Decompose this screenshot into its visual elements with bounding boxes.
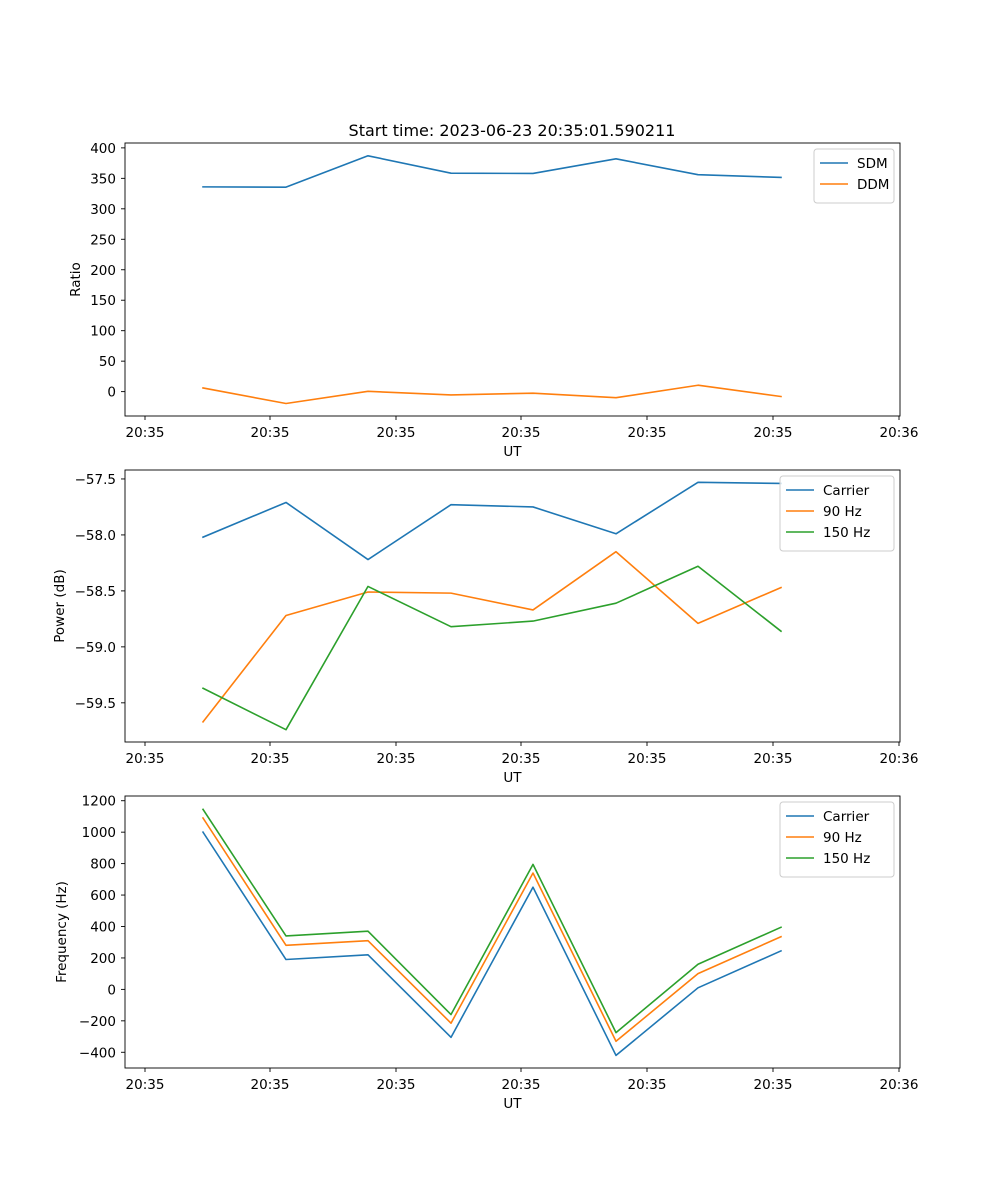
y-tick-label: 1200 bbox=[82, 794, 116, 810]
y-tick-label: −58.0 bbox=[75, 528, 116, 544]
subplot-2: 20:35 20:35 20:35 20:35 20:35 20:35 20:36 −59.5… bbox=[52, 469, 919, 786]
x-tick-label: 20:35 bbox=[754, 751, 793, 767]
y-tick-label: 0 bbox=[107, 385, 116, 401]
y-tick-label: 0 bbox=[107, 982, 116, 998]
axes-frame bbox=[124, 142, 901, 417]
axes-frame bbox=[124, 469, 901, 743]
series-line-carrier bbox=[201, 831, 783, 1057]
y-axis-label: Power (dB) bbox=[52, 569, 68, 642]
legend-label: 90 Hz bbox=[823, 830, 862, 846]
x-axis-label: UT bbox=[503, 444, 522, 460]
y-tick-label: −400 bbox=[79, 1045, 116, 1061]
series-line-sdm bbox=[202, 155, 782, 188]
y-tick-label: 300 bbox=[90, 202, 116, 218]
y-tick-label: −58.5 bbox=[75, 584, 116, 600]
x-tick-label: 20:35 bbox=[754, 425, 793, 441]
series-line-150-hz bbox=[201, 808, 783, 1034]
x-tick-label: 20:35 bbox=[377, 1077, 416, 1093]
y-axis-label: Frequency (Hz) bbox=[54, 881, 70, 983]
legend-label: 150 Hz bbox=[823, 525, 870, 541]
x-axis-label: UT bbox=[503, 1096, 522, 1112]
x-tick-label: 20:35 bbox=[502, 425, 541, 441]
y-tick-label: 400 bbox=[90, 141, 116, 157]
x-tick-label: 20:35 bbox=[502, 1077, 541, 1093]
series-line-carrier bbox=[201, 481, 782, 561]
x-tick-label: 20:35 bbox=[251, 751, 290, 767]
x-tick-label: 20:35 bbox=[628, 1077, 667, 1093]
x-tick-label: 20:36 bbox=[880, 425, 919, 441]
legend-label: DDM bbox=[857, 177, 889, 193]
y-tick-label: −59.0 bbox=[75, 640, 116, 656]
legend: Carrier 90 Hz 150 Hz bbox=[779, 801, 895, 878]
series-line-90-hz bbox=[201, 550, 783, 723]
y-tick-label: 100 bbox=[90, 324, 116, 340]
y-tick-label: 400 bbox=[90, 919, 116, 935]
y-tick-label: 250 bbox=[90, 232, 116, 248]
x-tick-label: 20:35 bbox=[377, 751, 416, 767]
y-tick-label: 600 bbox=[90, 888, 116, 904]
legend-label: 90 Hz bbox=[823, 504, 862, 520]
figure-title: Start time: 2023-06-23 20:35:01.590211 bbox=[349, 121, 676, 140]
y-tick-label: 200 bbox=[90, 263, 116, 279]
y-tick-label: 1000 bbox=[82, 825, 116, 841]
x-tick-label: 20:35 bbox=[126, 1077, 165, 1093]
x-tick-label: 20:36 bbox=[880, 1077, 919, 1093]
legend-label: SDM bbox=[857, 156, 888, 172]
subplot-1: 20:35 20:35 20:35 20:35 20:35 20:35 20:36 0 50 10… bbox=[68, 141, 918, 460]
y-tick-label: 350 bbox=[90, 171, 116, 187]
x-tick-label: 20:35 bbox=[502, 751, 541, 767]
x-tick-label: 20:35 bbox=[126, 751, 165, 767]
series-line-90-hz bbox=[201, 816, 783, 1043]
legend-label: 150 Hz bbox=[823, 851, 870, 867]
legend: SDM DDM bbox=[813, 148, 895, 204]
y-axis-label: Ratio bbox=[68, 262, 84, 297]
x-axis-label: UT bbox=[503, 770, 522, 786]
x-tick-label: 20:35 bbox=[754, 1077, 793, 1093]
x-tick-label: 20:36 bbox=[880, 751, 919, 767]
y-tick-label: −200 bbox=[79, 1014, 116, 1030]
legend-label: Carrier bbox=[823, 809, 870, 825]
y-tick-label: 150 bbox=[90, 293, 116, 309]
x-tick-label: 20:35 bbox=[628, 425, 667, 441]
x-tick-label: 20:35 bbox=[251, 1077, 290, 1093]
y-tick-label: 200 bbox=[90, 951, 116, 967]
axes-frame bbox=[124, 795, 901, 1069]
y-tick-label: 50 bbox=[99, 354, 116, 370]
x-tick-label: 20:35 bbox=[126, 425, 165, 441]
x-tick-label: 20:35 bbox=[628, 751, 667, 767]
x-tick-label: 20:35 bbox=[251, 425, 290, 441]
x-tick-label: 20:35 bbox=[377, 425, 416, 441]
series-line-ddm bbox=[202, 384, 782, 405]
legend-label: Carrier bbox=[823, 483, 870, 499]
y-tick-label: −57.5 bbox=[75, 472, 116, 488]
series-line-150-hz bbox=[201, 565, 783, 731]
y-tick-label: −59.5 bbox=[75, 696, 116, 712]
y-tick-label: 800 bbox=[90, 857, 116, 873]
legend: Carrier 90 Hz 150 Hz bbox=[779, 475, 895, 552]
subplot-3: 20:35 20:35 20:35 20:35 20:35 20:35 20:36 −400 −… bbox=[54, 794, 918, 1112]
